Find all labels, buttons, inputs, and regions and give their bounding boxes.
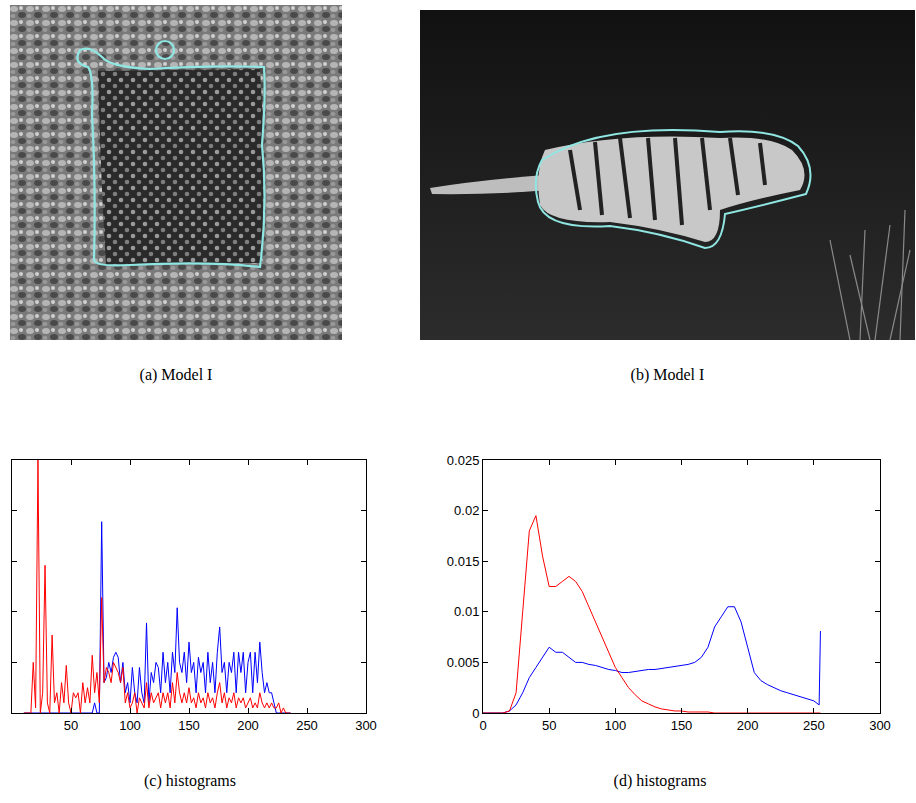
svg-text:0.025: 0.025 xyxy=(447,453,480,468)
html-text:(c) histograms: (c) histograms xyxy=(144,772,236,789)
svg-text:250: 250 xyxy=(296,718,318,733)
svg-text:0.02: 0.02 xyxy=(454,503,479,518)
svg-text:100: 100 xyxy=(604,718,626,733)
svg-text:0.015: 0.015 xyxy=(447,554,480,569)
svg-text:50: 50 xyxy=(64,718,78,733)
html-text:(a) Model I: (a) Model I xyxy=(139,366,213,383)
svg-text:100: 100 xyxy=(119,718,141,733)
html-text:(d) histograms: (d) histograms xyxy=(613,772,707,789)
svg-text:200: 200 xyxy=(237,718,259,733)
svg-text:250: 250 xyxy=(803,718,825,733)
svg-text:300: 300 xyxy=(355,718,377,733)
svg-text:50: 50 xyxy=(542,718,556,733)
svg-text:0.01: 0.01 xyxy=(454,604,479,619)
svg-text:150: 150 xyxy=(671,718,693,733)
svg-text:200: 200 xyxy=(737,718,759,733)
html-text:(b) Model I: (b) Model I xyxy=(630,366,705,383)
svg-text:300: 300 xyxy=(869,718,891,733)
svg-text:150: 150 xyxy=(178,718,200,733)
svg-text:0: 0 xyxy=(472,706,479,721)
svg-text:0: 0 xyxy=(479,718,486,733)
svg-text:0.005: 0.005 xyxy=(447,655,480,670)
